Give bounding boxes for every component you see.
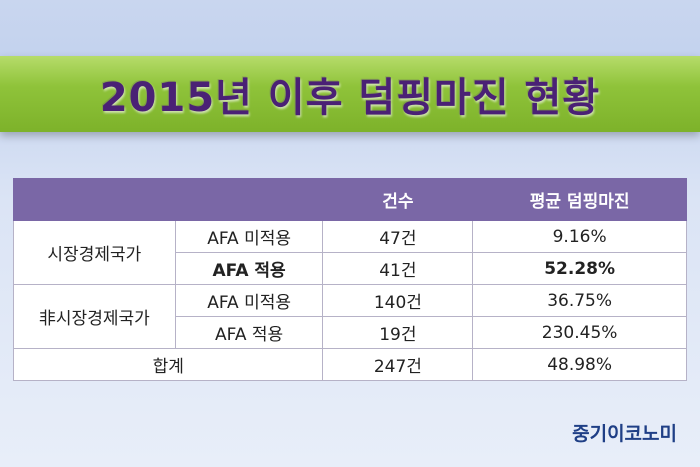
- row-type: AFA 적용: [174, 316, 324, 349]
- row-count: 41건: [322, 252, 474, 285]
- row-rate: 9.16%: [472, 220, 687, 253]
- row-count: 47건: [322, 220, 474, 253]
- total-count: 247건: [322, 348, 474, 381]
- total-label: 합계: [12, 348, 324, 381]
- publisher-logo: 중기이코노미: [572, 423, 677, 445]
- page-title: 2015년 이후 덤핑마진 현황: [99, 75, 601, 121]
- group-label-nonmarket: 非시장경제국가: [13, 284, 176, 349]
- group-label-market: 시장경제국가: [13, 220, 176, 285]
- row-rate: 36.75%: [472, 284, 687, 317]
- table-row: 시장경제국가 AFA 미적용 47건 9.16%: [13, 220, 687, 285]
- total-row: 합계 247건 48.98%: [12, 348, 687, 381]
- row-rate: 230.45%: [472, 316, 687, 349]
- dumping-margin-table: 건수 평균 덤핑마진 시장경제국가 AFA 미적용 47건 9.16% AFA …: [12, 178, 687, 381]
- header-row: 건수 평균 덤핑마진: [13, 178, 687, 221]
- header-cell-empty: [174, 178, 324, 221]
- table-row: 非시장경제국가 AFA 미적용 140건 36.75%: [13, 284, 687, 349]
- row-count: 140건: [322, 284, 474, 317]
- row-rate: 52.28%: [472, 252, 687, 285]
- table-row: AFA 적용 41건 52.28%: [14, 252, 687, 285]
- row-type: AFA 미적용: [174, 220, 324, 253]
- title-banner: [0, 56, 700, 132]
- row-type: AFA 미적용: [174, 284, 324, 317]
- table-row: AFA 적용 19건 230.45%: [14, 316, 687, 349]
- row-count: 19건: [322, 316, 474, 349]
- row-type: AFA 적용: [174, 252, 324, 285]
- header-count: 건수: [322, 178, 474, 221]
- header-cell-empty: [13, 178, 176, 221]
- header-avg-margin: 평균 덤핑마진: [472, 178, 687, 221]
- total-rate: 48.98%: [472, 348, 687, 381]
